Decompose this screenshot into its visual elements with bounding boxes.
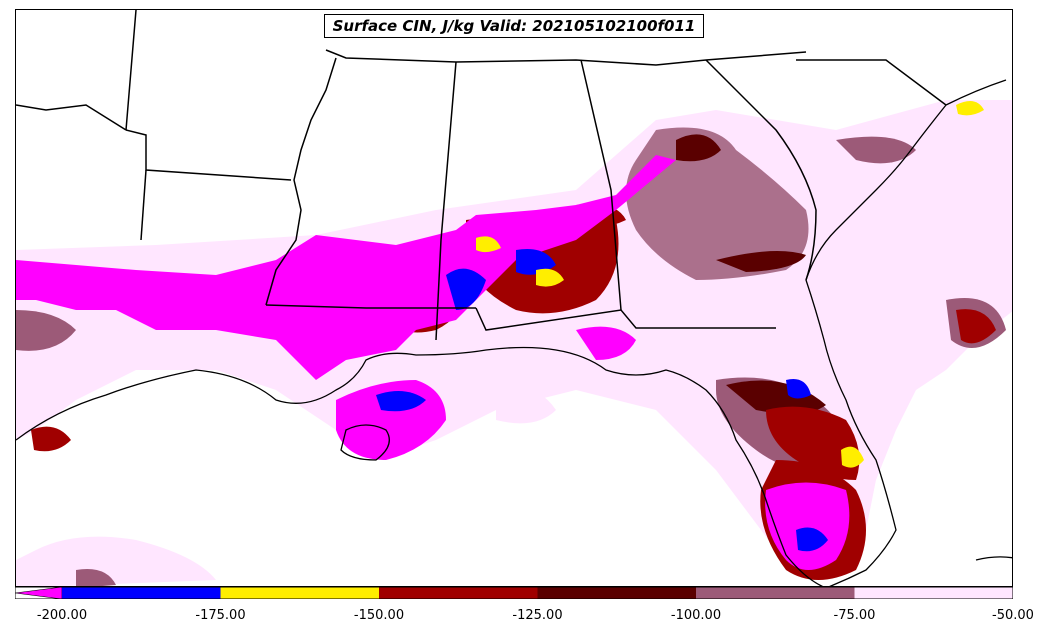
map-panel <box>15 9 1013 587</box>
cin-blue-region <box>376 249 828 552</box>
colorbar <box>15 587 1013 599</box>
colorbar-tick-label: -125.00 <box>512 608 563 623</box>
colorbar-segment <box>854 587 1013 599</box>
colorbar-extend-triangle <box>15 587 63 599</box>
colorbar-tick-label: -100.00 <box>670 608 722 623</box>
colorbar-segment <box>537 587 696 599</box>
colorbar-tick-label: -75.00 <box>833 608 876 623</box>
colorbar-tick-label: -200.00 <box>36 608 88 623</box>
colorbar-segment <box>62 587 221 599</box>
state-borders <box>16 10 947 341</box>
cin-map <box>16 10 1012 586</box>
colorbar-segment <box>696 587 855 599</box>
colorbar-tick-label: -150.00 <box>353 608 405 623</box>
colorbar-segment <box>379 587 538 599</box>
map-title: Surface CIN, J/kg Valid: 202105102100f01… <box>324 14 704 38</box>
colorbar-segment <box>220 587 379 599</box>
coastline <box>16 79 1012 586</box>
colorbar-tick-label: -50.00 <box>992 608 1034 623</box>
cin-yellow-region <box>476 101 984 468</box>
colorbar-tick-label: -175.00 <box>195 608 246 623</box>
